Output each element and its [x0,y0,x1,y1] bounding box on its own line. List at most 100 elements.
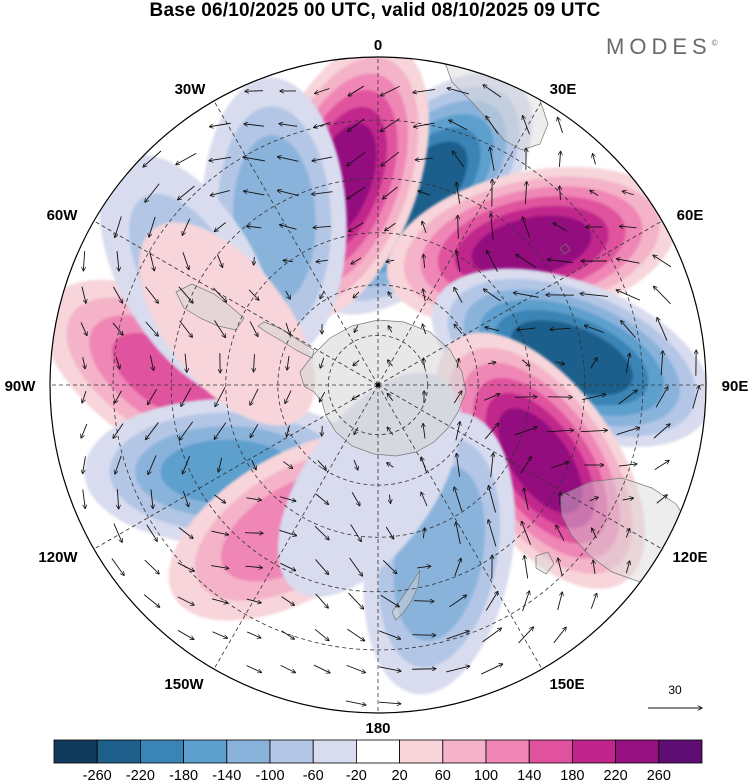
wind-vector [281,596,295,606]
wind-vector [353,291,360,298]
wind-vector [211,598,228,603]
wind-vector [456,250,461,272]
reference-vector-label: 30 [668,683,682,697]
wind-vector [454,558,461,576]
wind-vector [491,214,494,241]
colorbar-swatch [312,739,357,764]
wind-vector [179,320,193,338]
wind-vector [592,528,597,539]
wind-vector [379,702,401,704]
wind-vector [616,427,640,435]
wind-vector [518,627,534,644]
wind-vector [111,558,124,576]
wind-vector [621,321,636,338]
wind-vector [283,461,292,469]
new-zealand-landmass [391,569,421,621]
wind-vector [217,254,222,268]
lon-label-90e: 90E [722,378,749,395]
wind-vector [177,562,195,572]
colorbar-tick-label: 60 [435,768,451,783]
wind-vector [522,217,531,238]
wind-vector [149,251,155,271]
colorbar-swatch [399,739,444,764]
wind-vector [415,158,433,160]
wind-vector [148,455,157,474]
wind-vector [523,116,530,135]
wind-vector [423,358,424,368]
wind-vector [382,560,397,573]
wind-vector [283,260,293,261]
wind-vector [482,628,502,643]
wind-vector [378,666,401,671]
wind-vector [82,390,87,403]
wind-vector [214,320,225,337]
wind-vector [622,498,633,500]
wind-vector [182,491,188,507]
wind-vector [185,353,187,373]
wind-vector [413,88,436,92]
wind-vector [346,664,366,672]
wind-vector [517,328,536,330]
wind-vector [589,497,599,502]
wind-vector [421,492,428,507]
wind-vector [246,631,261,638]
wind-vector [280,496,296,501]
wind-vector [423,254,424,268]
longitude-labels: 0 30E 60E 90E 120E 150E 180 150W 120W 90… [5,37,749,737]
wind-vector [654,460,669,471]
wind-vector [117,489,118,509]
wind-vector [246,665,262,673]
wind-vector [248,289,259,300]
wind-vector [582,394,605,401]
wind-vector [422,221,427,233]
wind-vector [521,359,530,366]
wind-vector [551,462,568,469]
wind-vector [314,628,329,640]
wind-vector [546,430,574,432]
wind-vector [485,327,500,332]
wind-vector [83,456,86,473]
lon-label-60w: 60W [47,207,79,224]
wind-vector [144,559,159,574]
wind-vector [351,492,360,506]
colorbar-swatch [572,739,617,764]
wind-vector [456,182,461,204]
wind-vector [385,222,396,231]
wind-vector [385,526,394,539]
brand-copyright-mark: © [711,38,718,48]
wind-vector [520,457,532,474]
wind-vector [484,423,499,440]
wind-vector [143,150,162,167]
wind-vector [315,88,330,94]
wind-vector [412,635,435,636]
colorbar-swatch [442,739,487,764]
wind-vector [113,523,122,543]
wind-vector [353,459,358,470]
wind-vector [285,390,292,404]
wind-vector [348,118,365,132]
wind-vector [81,286,86,304]
wind-vector [312,191,333,195]
wind-vector [380,118,400,131]
wind-vector [380,594,400,607]
wind-vector [413,122,435,127]
colorbar: -260 -220 -180 -140 -100 -60 -20 20 60 100 140 180 2… [53,739,703,783]
wind-vector [556,525,565,542]
wind-vector [619,226,637,228]
wind-vector [287,425,290,436]
wind-vector [655,387,668,408]
wind-vector [315,593,329,608]
wind-vector [547,259,573,263]
wind-vector [458,215,459,239]
meridian-line [377,384,543,670]
lon-label-30w: 30W [175,81,207,98]
wind-vector [315,559,328,574]
anomaly-contour [498,408,583,514]
wind-vector [249,321,258,336]
wind-vector [146,524,158,542]
tasmania-landmass [535,551,555,575]
colorbar-swatch [96,739,141,764]
wind-vector [417,566,431,568]
wind-vector [618,464,637,466]
wind-vector [454,287,463,303]
